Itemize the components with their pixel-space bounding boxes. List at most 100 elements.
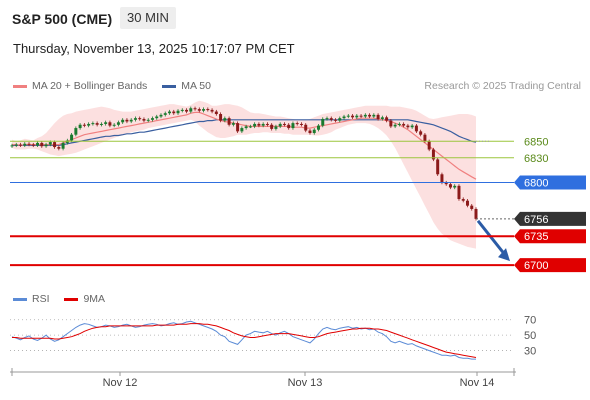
candle-body bbox=[291, 123, 295, 129]
instrument-title: S&P 500 (CME) bbox=[12, 11, 113, 27]
candle bbox=[57, 145, 61, 151]
last-price-tag bbox=[514, 211, 586, 226]
candle bbox=[10, 143, 14, 148]
candle bbox=[419, 129, 423, 137]
candle-body bbox=[282, 123, 286, 125]
candle bbox=[299, 122, 303, 127]
candle bbox=[270, 123, 274, 131]
candle bbox=[380, 115, 384, 121]
candle bbox=[295, 121, 299, 126]
candle bbox=[414, 123, 418, 134]
forecast-arrow-shaft bbox=[476, 219, 508, 258]
candle-body bbox=[385, 117, 389, 121]
level-tag-6735 bbox=[514, 229, 586, 244]
forecast-arrow-head bbox=[498, 248, 510, 262]
candle-body bbox=[299, 123, 303, 125]
candle bbox=[227, 116, 231, 127]
candle bbox=[142, 117, 146, 123]
candle bbox=[236, 121, 240, 134]
candle-body bbox=[312, 129, 316, 134]
candle bbox=[448, 182, 452, 190]
candle-body bbox=[240, 128, 244, 132]
rsi-tick-label-70: 70 bbox=[524, 315, 536, 327]
timeframe-badge[interactable]: 30 MIN bbox=[120, 7, 176, 29]
candle-body bbox=[138, 118, 142, 120]
candle bbox=[133, 116, 137, 122]
candle bbox=[368, 113, 372, 119]
candle-body bbox=[219, 114, 223, 121]
candle-body bbox=[193, 108, 197, 110]
candle-body bbox=[308, 130, 312, 134]
candle bbox=[244, 124, 248, 130]
candle bbox=[172, 109, 176, 115]
candle-body bbox=[427, 141, 431, 150]
legend-label-9ma: 9MA bbox=[83, 293, 106, 305]
candle bbox=[31, 142, 35, 148]
candle bbox=[210, 108, 214, 114]
candle bbox=[376, 113, 380, 121]
candle-body bbox=[393, 124, 397, 127]
candle bbox=[240, 126, 244, 134]
candle bbox=[351, 114, 355, 119]
time-tick-label: Nov 14 bbox=[460, 377, 495, 389]
candle-body bbox=[380, 117, 384, 119]
candle-body bbox=[53, 142, 57, 148]
candle bbox=[431, 147, 435, 162]
candle bbox=[108, 120, 112, 128]
candle-body bbox=[355, 115, 359, 118]
candle-body bbox=[244, 126, 248, 129]
candle-body bbox=[304, 124, 308, 131]
candle bbox=[342, 114, 346, 120]
candle-body bbox=[23, 143, 27, 146]
level-tag-6800 bbox=[514, 175, 586, 190]
candle-body bbox=[457, 185, 461, 200]
candle bbox=[253, 122, 257, 129]
candle-body bbox=[474, 208, 478, 219]
candle bbox=[287, 123, 291, 130]
candle-body bbox=[440, 174, 444, 183]
legend-item-ma20: MA 20 + Bollinger Bands bbox=[13, 80, 147, 92]
candle bbox=[14, 142, 18, 148]
candle bbox=[389, 118, 393, 129]
candle bbox=[223, 116, 227, 123]
candle bbox=[317, 123, 320, 132]
price-legend: MA 20 + Bollinger Bands MA 50 bbox=[13, 80, 223, 92]
candle-body bbox=[334, 119, 338, 121]
candle-body bbox=[129, 119, 133, 122]
candle bbox=[291, 121, 295, 130]
candle-body bbox=[359, 115, 363, 117]
candle-body bbox=[150, 118, 154, 120]
candle-body bbox=[414, 125, 418, 132]
candle bbox=[40, 141, 44, 148]
ma50-line bbox=[12, 119, 477, 146]
candle bbox=[121, 118, 125, 124]
candle bbox=[393, 123, 397, 129]
candle-body bbox=[214, 111, 218, 115]
candle bbox=[74, 126, 78, 137]
candle bbox=[274, 124, 278, 131]
bollinger-band bbox=[12, 100, 476, 249]
candle bbox=[95, 121, 99, 127]
candle bbox=[261, 122, 265, 128]
time-tick-label: Nov 12 bbox=[103, 377, 138, 389]
candle-body bbox=[78, 124, 82, 129]
candle-body bbox=[236, 123, 240, 132]
candle-body bbox=[95, 123, 99, 125]
candle-body bbox=[465, 200, 469, 206]
candle-body bbox=[248, 126, 252, 128]
candle-body bbox=[112, 124, 116, 126]
rsi-tick-label-50: 50 bbox=[524, 330, 536, 342]
candle bbox=[444, 180, 448, 186]
legend-item-ma50: MA 50 bbox=[162, 80, 211, 92]
candle bbox=[125, 118, 129, 124]
candle bbox=[231, 121, 235, 127]
candle-body bbox=[197, 109, 201, 111]
candle-body bbox=[48, 142, 52, 145]
candle bbox=[436, 157, 440, 176]
candle bbox=[278, 122, 282, 129]
candle-body bbox=[295, 123, 299, 125]
candle-body bbox=[363, 114, 367, 117]
candle-body bbox=[121, 119, 125, 123]
candle bbox=[346, 114, 350, 119]
